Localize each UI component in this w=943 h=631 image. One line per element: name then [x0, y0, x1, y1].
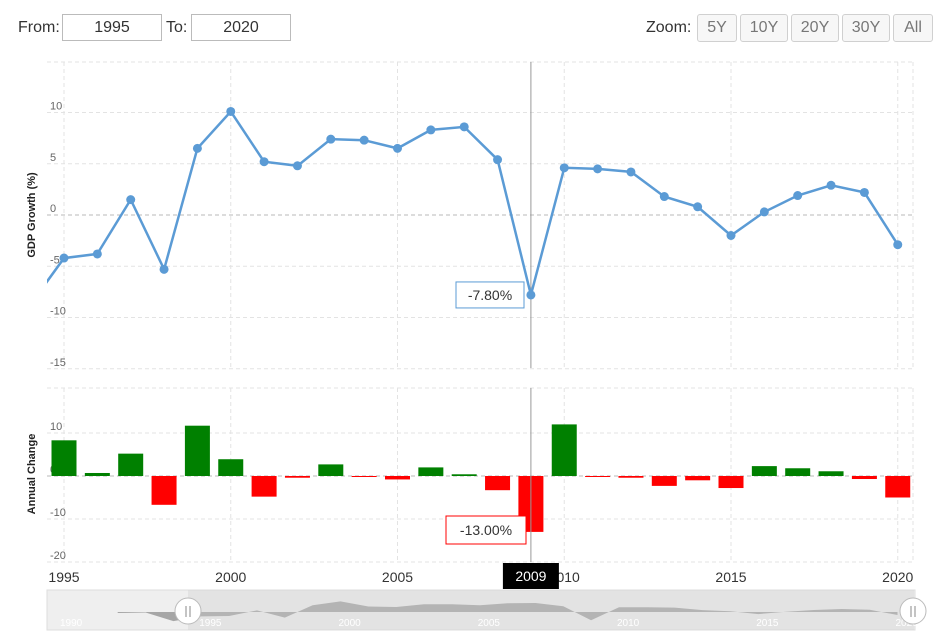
navigator-tick-label: 2015 — [756, 618, 779, 629]
bar — [651, 476, 677, 486]
x-tick-label: 2005 — [382, 569, 413, 585]
data-point — [426, 125, 436, 135]
data-point — [192, 143, 202, 153]
zoom-5y-button[interactable]: 5Y — [697, 14, 737, 42]
data-point — [259, 157, 269, 167]
zoom-10y-button[interactable]: 10Y — [740, 14, 788, 42]
bar — [551, 424, 577, 476]
bar — [218, 459, 244, 476]
from-input[interactable]: 1995 — [62, 14, 162, 41]
bar — [718, 476, 744, 489]
navigator-tick-label: 1990 — [60, 618, 83, 629]
bar — [685, 476, 711, 481]
data-point — [826, 180, 836, 190]
from-label: From: — [18, 19, 60, 36]
data-point — [693, 202, 703, 212]
y-tick-label: 10 — [50, 101, 62, 113]
bar — [251, 476, 277, 497]
navigator-area — [117, 601, 898, 622]
y-tick-label: 10 — [50, 421, 62, 433]
navigator-tick-label: 1995 — [199, 618, 222, 629]
data-point — [493, 155, 503, 165]
bar — [451, 474, 477, 476]
bar — [51, 440, 77, 476]
y-tick-label: -5 — [50, 254, 60, 266]
tooltip-box — [455, 281, 525, 309]
y-axis-title: Annual Change — [26, 434, 38, 515]
bar — [284, 476, 310, 478]
handle-circle — [899, 597, 927, 625]
x-tick-label: 2000 — [215, 569, 246, 585]
bar — [84, 472, 110, 476]
to-label: To: — [166, 19, 188, 36]
bar — [585, 476, 611, 477]
zoom-all-button[interactable]: All — [893, 14, 933, 42]
navigator-handle-left[interactable] — [174, 597, 202, 625]
data-point — [159, 264, 169, 274]
zoom-20y-button[interactable]: 20Y — [791, 14, 839, 42]
y-axis-title: GDP Growth (%) — [26, 172, 38, 258]
bar — [885, 476, 911, 498]
tooltip-label: -13.00% — [460, 522, 512, 538]
data-point — [659, 192, 669, 202]
data-point — [559, 163, 569, 173]
data-point — [292, 161, 302, 171]
bar — [751, 466, 777, 476]
bar — [485, 476, 511, 491]
zoom-label: Zoom: — [646, 19, 692, 36]
y-tick-label: 5 — [50, 152, 56, 164]
handle-circle — [174, 597, 202, 625]
x-tick-label: 2015 — [715, 569, 746, 585]
zoom-30y-button[interactable]: 30Y — [842, 14, 890, 42]
to-input[interactable]: 2020 — [191, 14, 291, 41]
navigator-tick-label: 2005 — [478, 618, 501, 629]
data-point — [393, 143, 402, 153]
data-point — [593, 164, 603, 174]
data-point — [526, 290, 536, 300]
bar — [818, 471, 844, 476]
x-tick-label: 2020 — [882, 569, 913, 585]
y-tick-label: -15 — [50, 357, 66, 369]
data-point — [859, 187, 869, 197]
bar — [418, 467, 444, 476]
y-tick-label: -10 — [50, 507, 66, 519]
data-point — [726, 231, 736, 240]
y-tick-label: -10 — [50, 306, 66, 318]
data-point — [226, 106, 236, 116]
bar — [118, 453, 144, 476]
gdp-line — [47, 109, 899, 296]
navigator-tick-label: 2010 — [617, 618, 640, 629]
data-point — [893, 240, 903, 250]
tooltip-box — [445, 515, 527, 545]
bar — [184, 425, 210, 476]
bar — [318, 464, 344, 476]
data-point — [626, 167, 636, 177]
data-point — [759, 207, 769, 217]
bar — [851, 476, 877, 480]
y-tick-label: 0 — [50, 203, 56, 215]
tooltip-label: -7.80% — [468, 287, 512, 303]
bar — [785, 468, 811, 476]
data-point — [326, 134, 336, 144]
bar — [618, 476, 644, 478]
data-point — [92, 249, 102, 259]
crosshair-year-label: 2009 — [515, 568, 546, 584]
y-tick-label: -20 — [50, 550, 66, 562]
navigator-tick-label: 2020 — [896, 618, 919, 629]
data-point — [59, 253, 69, 263]
bar — [385, 476, 410, 480]
data-point — [359, 135, 369, 145]
navigator-selection — [188, 590, 914, 630]
data-point — [126, 195, 136, 205]
crosshair-year-box — [502, 563, 559, 589]
navigator-tick-label: 2000 — [339, 618, 362, 629]
x-tick-label: 1995 — [48, 569, 79, 585]
bar — [351, 476, 377, 477]
data-point — [793, 191, 803, 201]
data-point — [459, 122, 469, 132]
bar — [151, 476, 177, 505]
navigator-handle-right[interactable] — [899, 597, 927, 625]
